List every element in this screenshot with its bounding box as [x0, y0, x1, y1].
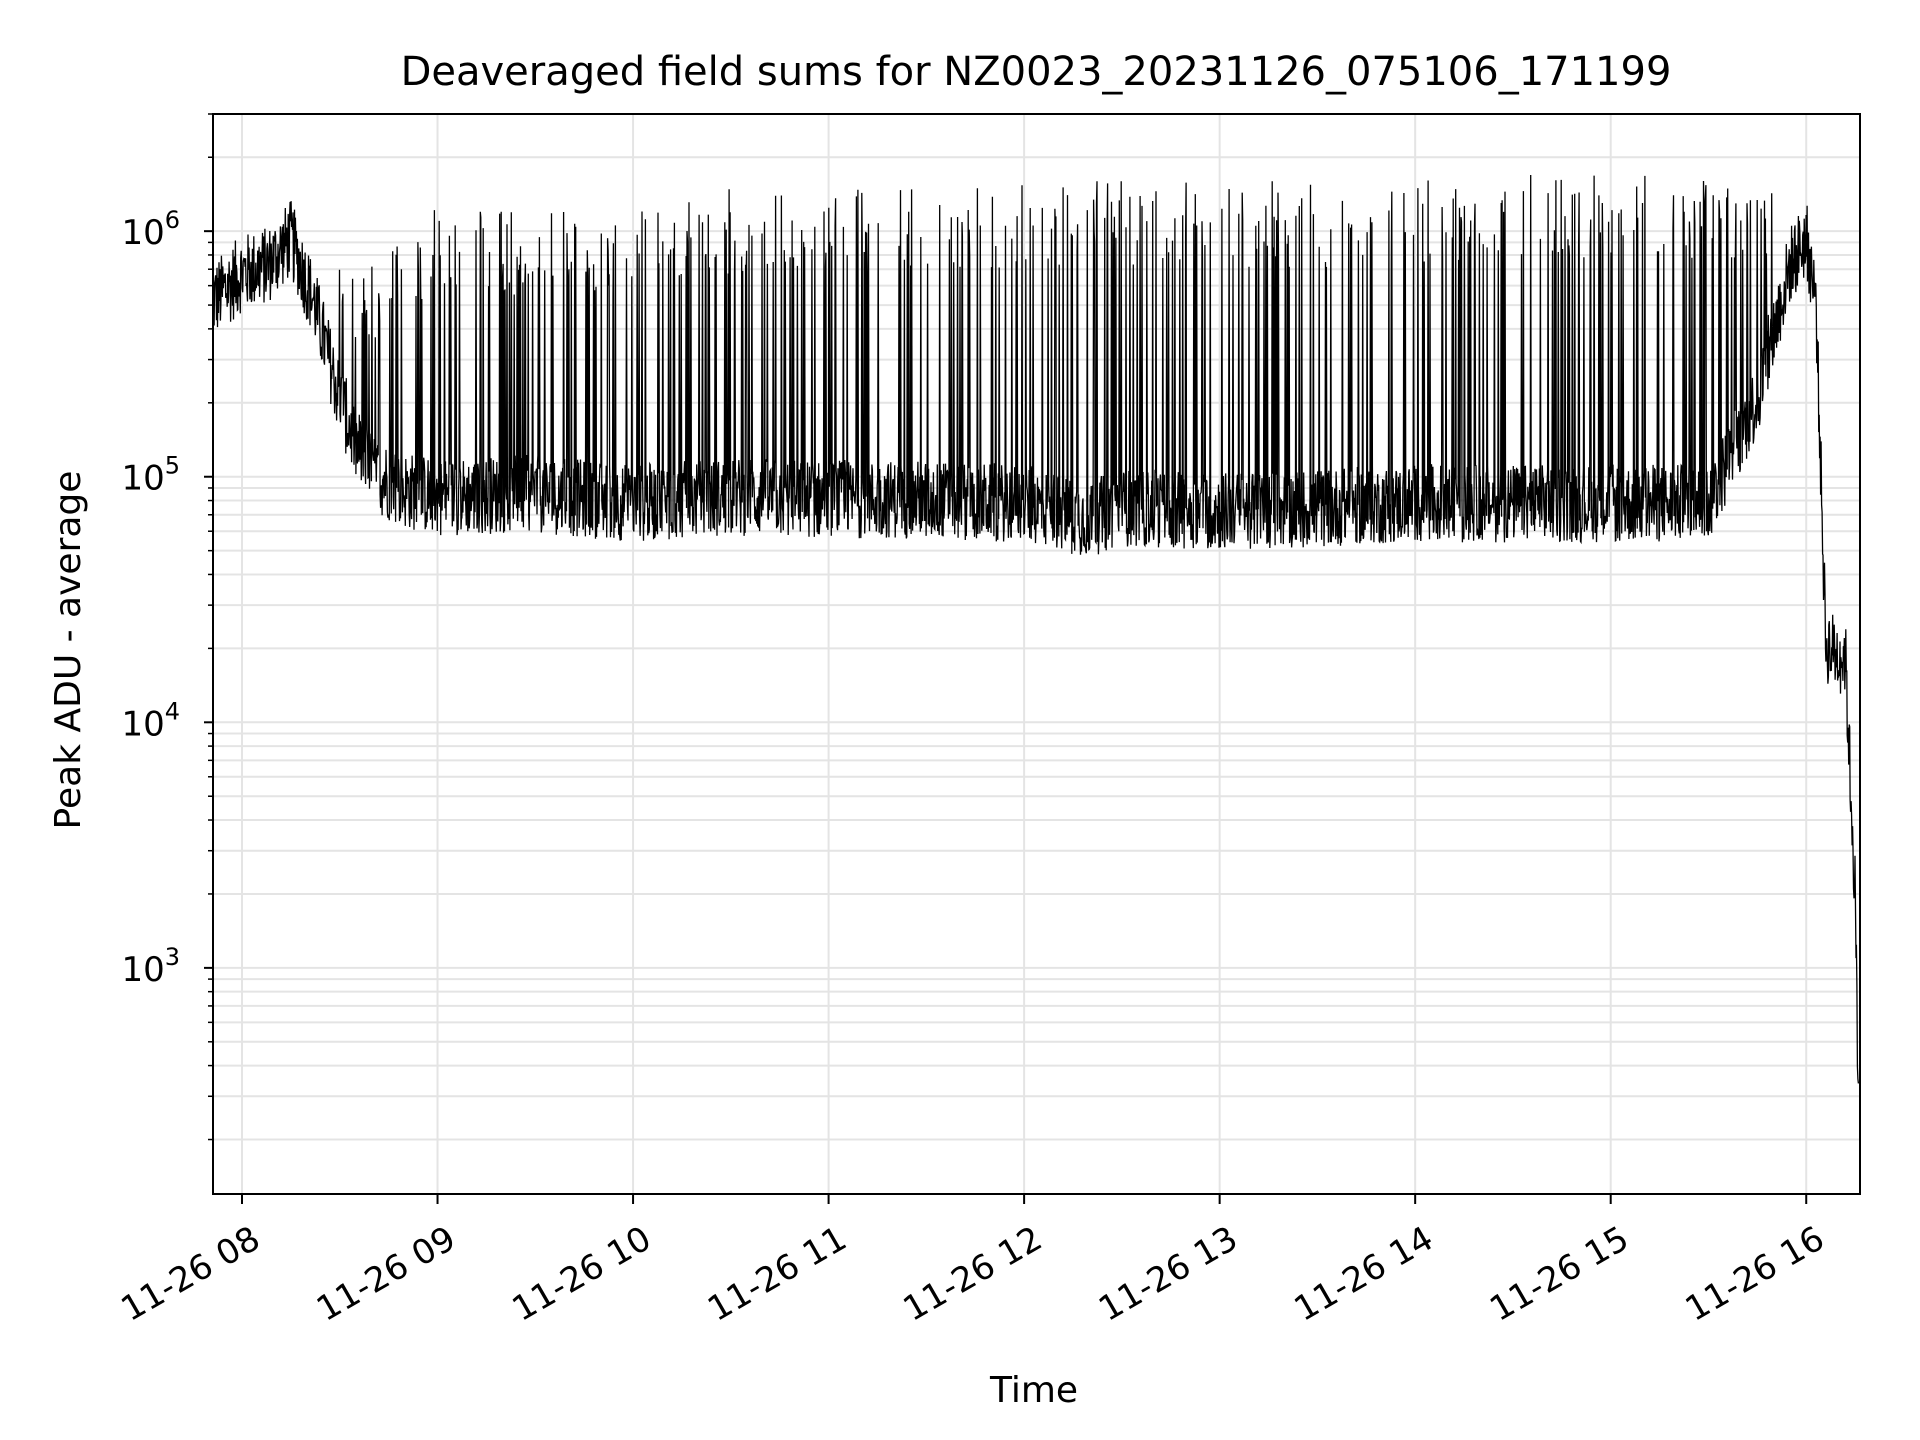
x-tick-label: 11-26 12: [897, 1219, 1049, 1330]
x-tick-label: 11-26 14: [1288, 1219, 1440, 1330]
x-tick-label: 11-26 15: [1483, 1219, 1635, 1330]
y-tick-label: 104: [121, 697, 180, 744]
x-tick-label: 11-26 13: [1092, 1219, 1244, 1330]
x-axis-label: Time: [989, 1370, 1078, 1411]
x-tick-label: 11-26 11: [701, 1219, 853, 1330]
series-line: [212, 174, 1860, 1084]
y-tick-label: 103: [121, 943, 180, 990]
chart-title: Deaveraged field sums for NZ0023_2023112…: [401, 49, 1672, 95]
x-tick-label: 11-26 09: [310, 1219, 462, 1330]
y-axis-label: Peak ADU - average: [48, 471, 89, 830]
x-tick-label: 11-26 10: [506, 1219, 658, 1330]
plot-area-frame: [212, 113, 1861, 1195]
y-axis-ticks: 103 104 105 106: [121, 113, 213, 1141]
x-axis-ticks: 11-26 08 11-26 09 11-26 10 11-26 11 11-26 12…: [115, 1194, 1831, 1330]
data-series: [212, 174, 1860, 1084]
x-tick-label: 11-26 16: [1679, 1219, 1831, 1330]
y-tick-label: 106: [121, 206, 180, 253]
y-tick-label: 105: [121, 452, 180, 499]
x-tick-label: 11-26 08: [115, 1219, 267, 1330]
